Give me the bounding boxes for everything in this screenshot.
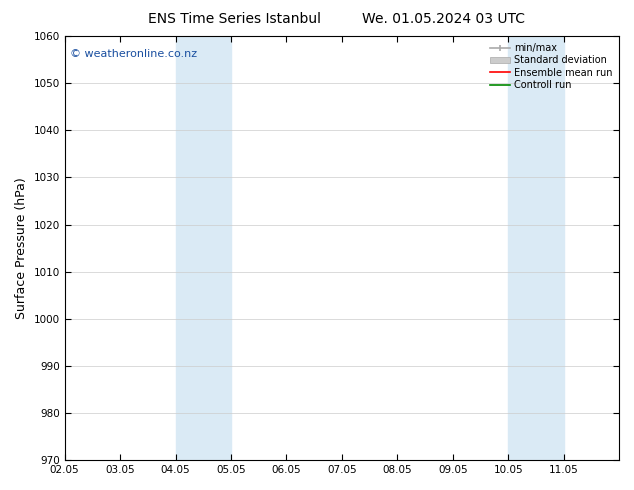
Bar bbox=[536, 36, 564, 460]
Y-axis label: Surface Pressure (hPa): Surface Pressure (hPa) bbox=[15, 177, 28, 319]
Bar bbox=[204, 36, 231, 460]
Text: © weatheronline.co.nz: © weatheronline.co.nz bbox=[70, 49, 197, 59]
Bar bbox=[176, 36, 204, 460]
Text: We. 01.05.2024 03 UTC: We. 01.05.2024 03 UTC bbox=[362, 12, 526, 26]
Legend: min/max, Standard deviation, Ensemble mean run, Controll run: min/max, Standard deviation, Ensemble me… bbox=[488, 41, 614, 92]
Text: ENS Time Series Istanbul: ENS Time Series Istanbul bbox=[148, 12, 321, 26]
Bar bbox=[508, 36, 536, 460]
